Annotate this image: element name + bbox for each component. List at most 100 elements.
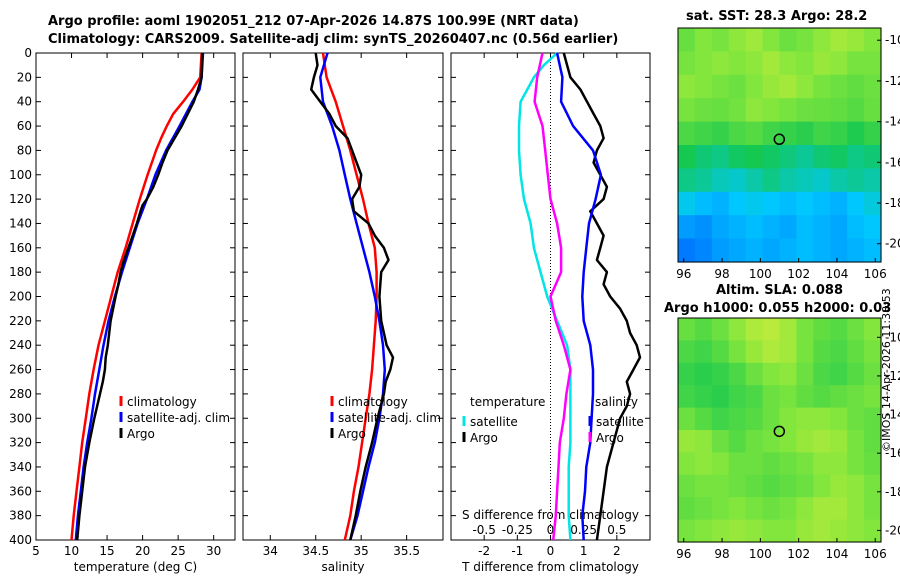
sla-heatmap-cell [796,430,814,453]
y-tick-label: 400 [9,533,32,547]
diff-salinity-argo [533,52,572,541]
sst-heatmap-cell [728,121,747,146]
sst-heatmap-cell [678,168,696,193]
sla-heatmap-cell [711,497,730,521]
sst-heatmap-cell [830,168,848,193]
map-x-tick-label: 102 [787,547,810,561]
sst-heatmap-cell [762,28,781,52]
sst-heatmap-cell [864,28,882,52]
x-tick-label: 20 [135,544,150,558]
sst-heatmap-cell [830,51,848,76]
y-tick-label: 140 [9,216,32,230]
sla-heatmap-cell [762,474,781,498]
sst-heatmap-cell [711,121,730,146]
sla-heatmap-cell [830,430,848,453]
sla-heatmap-cell [678,497,696,521]
sla-heatmap-cell [864,385,882,409]
sst-heatmap-cell [779,215,798,240]
sla-heatmap-cell [830,519,848,543]
legend-label: climatology [338,395,408,409]
map-y-tick-label: -16 [885,446,900,460]
sla-heatmap-cell [762,519,781,543]
sla-heatmap-cell [847,497,865,521]
sla-heatmap-cell [745,430,764,453]
sla-heatmap-cell [796,407,814,431]
sla-heatmap-cell [847,385,865,409]
x-tick-label: 30 [206,544,221,558]
y-tick-label: 80 [17,143,32,157]
sst-heatmap-cell [830,98,848,123]
sst-heatmap-cell [745,74,764,99]
x-tick-label: 34 [263,544,278,558]
sla-heatmap-cell [830,452,848,476]
sla-heatmap-cell [678,474,696,498]
sst-heatmap-cell [678,121,696,146]
sla-heatmap-cell [796,318,814,341]
x-tick-label: 1 [580,544,588,558]
sla-heatmap-cell [728,340,747,364]
sst-heatmap-cell [779,238,798,263]
sla-heatmap-cell [779,318,798,341]
sla-heatmap-cell [796,474,814,498]
sla-heatmap-cell [779,385,798,409]
sst-heatmap-cell [745,51,764,76]
sla-heatmap-cell [830,385,848,409]
figure-title-line1: Argo profile: aoml 1902051_212 07-Apr-20… [48,14,579,29]
sla-heatmap-cell [694,385,713,409]
sla-heatmap-cell [762,452,781,476]
sla-heatmap-cell [830,362,848,386]
sst-heatmap-cell [745,121,764,146]
x-tick-label: 35.5 [393,544,420,558]
sla-heatmap-cell [830,497,848,521]
sst-heatmap-cell [779,191,798,216]
map-x-tick-label: 100 [749,547,772,561]
sst-heatmap-cell [762,51,781,76]
sst-heatmap-cell [694,51,713,76]
sla-heatmap-cell [745,519,764,543]
sst-heatmap-cell [830,191,848,216]
salinity-series-climatology [321,52,378,541]
sst-heatmap-cell [847,74,865,99]
sst-heatmap-cell [779,51,798,76]
sla-heatmap-cell [847,452,865,476]
sst-heatmap-cell [762,168,781,193]
map-y-tick-label: -18 [885,485,900,499]
sla-heatmap-cell [762,340,781,364]
sla-heatmap-cell [762,385,781,409]
sst-heatmap-cell [728,98,747,123]
sst-heatmap-cell [678,74,696,99]
sst-heatmap-cell [830,238,848,263]
sla-heatmap-cell [745,474,764,498]
sst-heatmap-cell [830,215,848,240]
sst-heatmap-cell [762,191,781,216]
map-y-tick-label: -12 [885,74,900,88]
map-x-tick-label: 102 [787,267,810,281]
sst-heatmap-cells [678,28,882,263]
sla-heatmap-cell [678,340,696,364]
sst-heatmap-cell [864,191,882,216]
sst-heatmap-cell [762,215,781,240]
sla-heatmap-cell [847,474,865,498]
sla-heatmap-cell [678,519,696,543]
sst-heatmap-cell [830,28,848,52]
legend-label: satellite [470,415,518,429]
sla-heatmap-cell [711,362,730,386]
sla-heatmap-cell [813,385,831,409]
y-tick-label: 240 [9,338,32,352]
sla-heatmap-cell [762,430,781,453]
sst-heatmap-cell [813,215,831,240]
sst-heatmap-cell [813,28,831,52]
temperature-series-climatology [70,52,203,541]
sla-heatmap-cell [711,318,730,341]
sst-heatmap-cell [762,98,781,123]
sst-heatmap-cell [694,191,713,216]
sla-heatmap-cell [864,318,882,341]
sla-heatmap-cell [745,385,764,409]
sst-heatmap-cell [762,145,781,169]
sla-heatmap-cell [694,452,713,476]
x-tick-label: 0 [547,544,555,558]
map-x-tick-label: 96 [676,267,691,281]
sla-map-title: Altim. SLA: 0.088 [716,283,843,298]
sla-heatmap-cell [728,385,747,409]
diff-temperature-argo [562,52,642,541]
